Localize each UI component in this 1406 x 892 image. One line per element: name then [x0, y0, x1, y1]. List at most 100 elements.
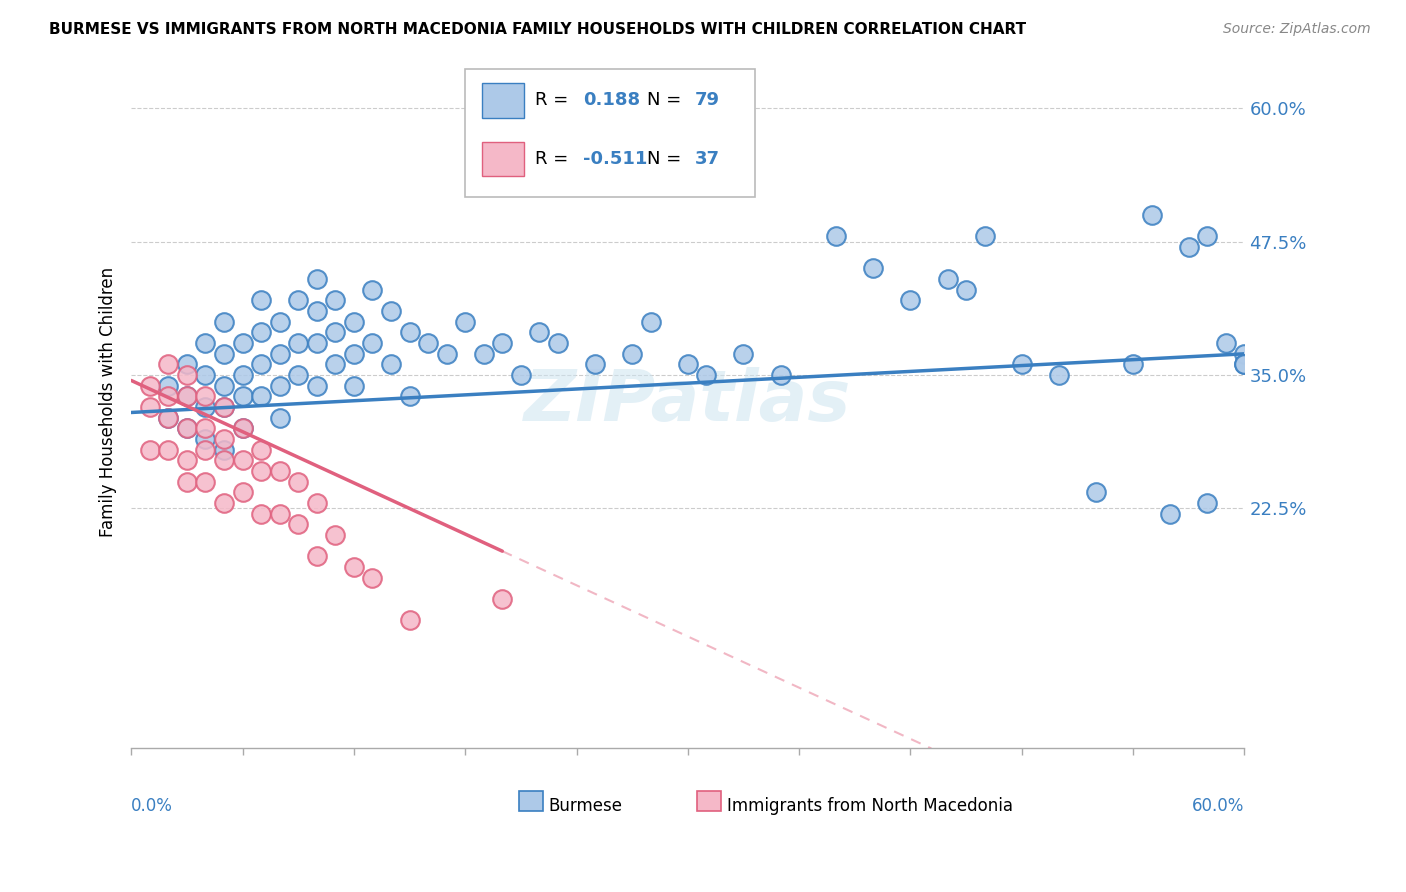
Point [416, 336, 439, 351]
Point [323, 326, 346, 340]
Point [361, 571, 384, 585]
Point [676, 358, 699, 372]
Text: R =: R = [536, 150, 574, 168]
Text: 0.188: 0.188 [583, 91, 640, 109]
Point [232, 421, 254, 435]
Point [194, 442, 217, 457]
Point [250, 326, 273, 340]
Bar [482, 83, 524, 118]
Point [194, 336, 217, 351]
Point [212, 379, 235, 393]
Point [287, 336, 309, 351]
Point [157, 410, 180, 425]
Point [380, 358, 402, 372]
Point [640, 315, 662, 329]
Point [398, 614, 420, 628]
Point [157, 379, 180, 393]
Point [157, 389, 180, 403]
Point [194, 389, 217, 403]
Point [287, 368, 309, 383]
Point [1122, 358, 1144, 372]
Point [250, 389, 273, 403]
Point [157, 410, 180, 425]
Point [194, 368, 217, 383]
Point [1159, 507, 1181, 521]
Point [269, 464, 291, 478]
Bar [482, 142, 524, 177]
Point [955, 283, 977, 297]
Point [900, 293, 922, 308]
Point [305, 336, 328, 351]
Point [232, 336, 254, 351]
Point [380, 304, 402, 318]
Point [343, 315, 366, 329]
Point [232, 485, 254, 500]
Text: 0.0%: 0.0% [131, 797, 173, 815]
Point [547, 336, 569, 351]
Point [176, 421, 198, 435]
Point [436, 347, 458, 361]
Point [212, 400, 235, 414]
Point [305, 304, 328, 318]
Point [398, 326, 420, 340]
Point [176, 358, 198, 372]
Point [936, 272, 959, 286]
Text: 60.0%: 60.0% [1192, 797, 1244, 815]
Text: 79: 79 [695, 91, 720, 109]
Point [269, 379, 291, 393]
Text: N =: N = [647, 91, 686, 109]
Point [287, 517, 309, 532]
Point [323, 358, 346, 372]
Point [139, 442, 162, 457]
Text: Source: ZipAtlas.com: Source: ZipAtlas.com [1223, 22, 1371, 37]
Point [194, 432, 217, 446]
Point [176, 389, 198, 403]
Point [287, 475, 309, 489]
Point [232, 421, 254, 435]
Text: -0.511: -0.511 [583, 150, 648, 168]
Point [212, 400, 235, 414]
Point [176, 389, 198, 403]
Point [305, 272, 328, 286]
FancyBboxPatch shape [465, 69, 755, 197]
Point [1215, 336, 1237, 351]
Point [212, 315, 235, 329]
Point [176, 421, 198, 435]
Point [176, 453, 198, 467]
Text: BURMESE VS IMMIGRANTS FROM NORTH MACEDONIA FAMILY HOUSEHOLDS WITH CHILDREN CORRE: BURMESE VS IMMIGRANTS FROM NORTH MACEDON… [49, 22, 1026, 37]
Point [232, 368, 254, 383]
Point [305, 496, 328, 510]
Point [139, 400, 162, 414]
Point [232, 389, 254, 403]
Point [212, 432, 235, 446]
Point [1047, 368, 1070, 383]
Point [1197, 229, 1219, 244]
Point [157, 442, 180, 457]
Y-axis label: Family Households with Children: Family Households with Children [100, 267, 117, 537]
Point [1011, 358, 1033, 372]
Point [1233, 347, 1256, 361]
Point [176, 368, 198, 383]
Point [269, 410, 291, 425]
Point [250, 293, 273, 308]
Point [361, 283, 384, 297]
Point [250, 464, 273, 478]
Point [529, 326, 551, 340]
Point [1140, 208, 1163, 222]
Text: ZIPatlas: ZIPatlas [524, 368, 852, 436]
Point [454, 315, 477, 329]
Point [973, 229, 995, 244]
Point [176, 475, 198, 489]
Text: Immigrants from North Macedonia: Immigrants from North Macedonia [727, 797, 1012, 815]
Point [157, 358, 180, 372]
Point [769, 368, 792, 383]
Point [343, 379, 366, 393]
Point [250, 442, 273, 457]
Point [212, 442, 235, 457]
Point [212, 453, 235, 467]
Point [250, 507, 273, 521]
Point [194, 421, 217, 435]
Point [269, 507, 291, 521]
Point [1177, 240, 1199, 254]
Point [862, 261, 884, 276]
